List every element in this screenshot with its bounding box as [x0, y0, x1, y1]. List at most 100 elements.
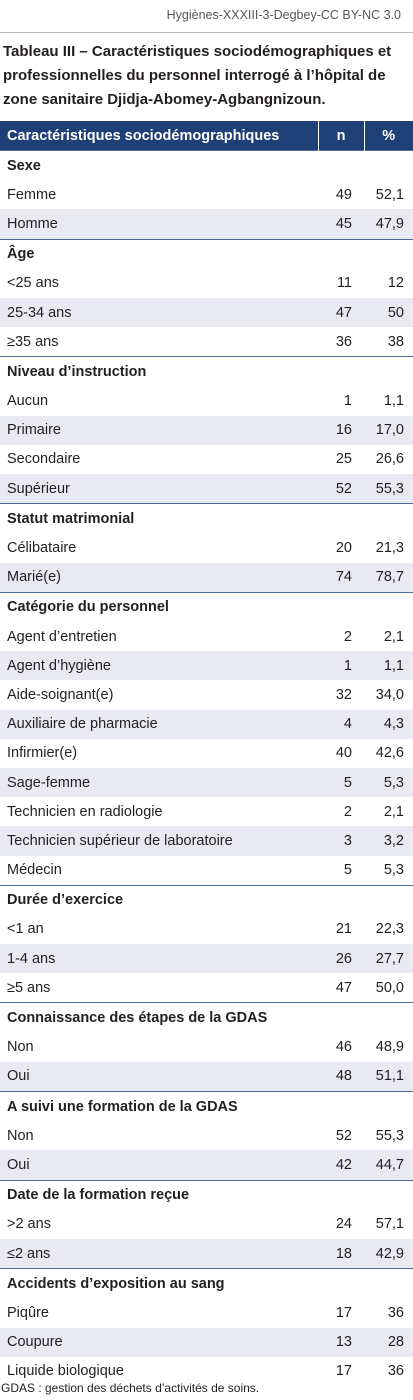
row-count: 1 [318, 651, 364, 681]
row-label: Oui [0, 1061, 318, 1092]
row-percent: 2,1 [383, 803, 404, 820]
row-label: Aide-soignant(e) [7, 686, 114, 703]
row-percent: 1,1 [383, 393, 404, 410]
row-percent: 21,3 [375, 540, 404, 557]
row-percent: 1,1 [364, 651, 413, 681]
table-row: Non 46 48,9 [0, 1033, 413, 1062]
row-label: Sage-femme [0, 767, 318, 798]
row-percent: 22,3 [375, 921, 404, 938]
column-header-n: n [318, 121, 365, 151]
table-row: Sage-femme 5 5,3 [0, 767, 413, 798]
row-count: 74 [318, 562, 364, 593]
group-title: Date de la formation reçue [0, 1179, 413, 1210]
table-row: Aucun 1 1,1 [0, 387, 413, 416]
table-row: Infirmier(e) 40 42,6 [0, 739, 413, 768]
row-label: Primaire [0, 415, 318, 445]
row-percent: 17,0 [364, 415, 413, 445]
row-percent: 48,9 [375, 1039, 404, 1056]
row-count: 42 [318, 1150, 364, 1181]
row-count: 13 [318, 1327, 364, 1357]
row-percent: 47,9 [364, 209, 413, 240]
row-percent: 55,3 [364, 474, 413, 504]
row-percent: 4,3 [364, 709, 413, 739]
row-label: 1-4 ans [0, 944, 318, 974]
group-header-row: Statut matrimonial [0, 503, 413, 534]
row-label: Supérieur [0, 474, 318, 504]
row-label: >2 ans [7, 1216, 51, 1233]
row-percent: 50 [364, 297, 413, 328]
row-count: 47 [335, 979, 352, 996]
table-row: Technicien supérieur de laboratoire 3 3,2 [0, 826, 413, 856]
table-row: 1-4 ans 26 27,7 [0, 944, 413, 974]
row-label: <1 an [7, 921, 44, 938]
row-count: 25 [335, 451, 352, 468]
group-title: Accidents d’exposition au sang [0, 1268, 413, 1299]
group-header-row: Accidents d’exposition au sang [0, 1268, 413, 1299]
row-percent: 26,6 [375, 451, 404, 468]
group-header-row: Date de la formation reçue [0, 1179, 413, 1210]
row-count: 32 [335, 686, 352, 703]
row-label: Agent d’hygiène [0, 651, 318, 681]
table-row: ≥5 ans 47 50,0 [0, 973, 413, 1003]
table-row: Agent d’entretien 2 2,1 [0, 622, 413, 651]
table-row: Marié(e) 74 78,7 [0, 562, 413, 593]
table-row: Oui 48 51,1 [0, 1061, 413, 1092]
row-label: Aucun [7, 393, 49, 410]
row-count: 26 [318, 944, 364, 974]
row-label: Marié(e) [0, 562, 318, 593]
table-row: ≥35 ans 36 38 [0, 327, 413, 357]
row-label: Médecin [7, 862, 62, 879]
table-caption: Tableau III – Caractéristiques sociodémo… [3, 43, 392, 108]
table-header-row: Caractéristiques sociodémographiques n % [0, 121, 413, 151]
table-row: Femme 49 52,1 [0, 180, 413, 209]
row-label: Technicien en radiologie [7, 803, 163, 820]
table-row: Auxiliaire de pharmacie 4 4,3 [0, 709, 413, 739]
table-row: Homme 45 47,9 [0, 209, 413, 240]
group-header-row: Sexe [0, 150, 413, 181]
row-count: 11 [336, 275, 352, 292]
row-percent: 38 [387, 333, 404, 350]
row-percent: 28 [364, 1327, 413, 1357]
table-row: 25-34 ans 47 50 [0, 297, 413, 328]
row-percent: 5,3 [364, 767, 413, 798]
row-count: 48 [318, 1061, 364, 1092]
column-header-characteristic: Caractéristiques sociodémographiques [0, 121, 319, 151]
row-label: Agent d’entretien [7, 628, 117, 645]
row-count: 46 [335, 1039, 352, 1056]
row-label: 25-34 ans [0, 297, 318, 328]
group-header-row: Durée d’exercice [0, 884, 413, 915]
row-label: ≥5 ans [7, 979, 51, 996]
row-count: 20 [335, 540, 352, 557]
row-percent: 42,6 [375, 745, 404, 762]
table-row: Agent d’hygiène 1 1,1 [0, 651, 413, 681]
row-count: 5 [318, 767, 364, 798]
group-title: Catégorie du personnel [0, 591, 413, 622]
row-percent: 34,0 [375, 686, 404, 703]
row-count: 1 [343, 393, 352, 410]
row-percent: 2,1 [383, 628, 404, 645]
row-label: Femme [7, 186, 57, 203]
table-row: Secondaire 25 26,6 [0, 445, 413, 474]
row-count: 17 [335, 1304, 352, 1321]
table-row: Supérieur 52 55,3 [0, 474, 413, 504]
table-row: Célibataire 20 21,3 [0, 533, 413, 562]
row-percent: 42,9 [364, 1238, 413, 1269]
row-count: 2 [343, 803, 352, 820]
row-percent: 51,1 [364, 1061, 413, 1092]
row-count: 17 [335, 1363, 352, 1380]
row-count: 3 [318, 826, 364, 856]
row-count: 5 [343, 862, 352, 879]
row-count: 47 [318, 297, 364, 328]
row-label: Coupure [0, 1327, 318, 1357]
row-label: Homme [0, 209, 318, 240]
row-label: ≤2 ans [0, 1238, 318, 1269]
row-count: 49 [335, 186, 352, 203]
row-label: ≥35 ans [7, 333, 59, 350]
row-percent: 52,1 [375, 186, 404, 203]
group-header-row: A suivi une formation de la GDAS [0, 1091, 413, 1122]
table-row: Liquide biologique 17 36 [0, 1357, 413, 1386]
row-count: 24 [335, 1216, 352, 1233]
row-label: Non [7, 1127, 34, 1144]
row-label: <25 ans [7, 275, 60, 292]
row-count: 18 [318, 1238, 364, 1269]
